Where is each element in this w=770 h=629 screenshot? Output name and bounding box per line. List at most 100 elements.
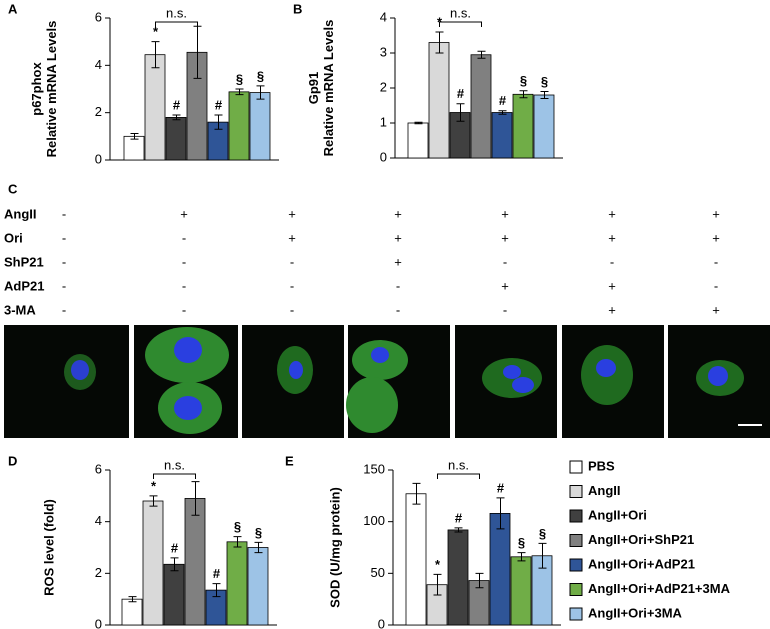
significance-mark: # [497, 480, 505, 495]
significance-mark: # [213, 566, 221, 581]
y-tick-label: 2 [380, 79, 387, 94]
condition-label: 3-MA [4, 302, 36, 317]
error-bar [456, 103, 465, 122]
condition-cell: - [62, 278, 66, 293]
significance-mark: # [173, 97, 181, 112]
error-bar [214, 114, 223, 130]
y-tick-label: 2 [95, 565, 102, 580]
bar [228, 91, 250, 161]
significance-mark: * [151, 478, 157, 493]
bar [512, 93, 534, 159]
bracket-label: n.s. [450, 5, 471, 20]
nucleus [174, 337, 202, 363]
condition-cell: + [501, 230, 509, 245]
y-tick-label: 100 [363, 513, 385, 528]
error-bar [130, 132, 139, 140]
error-bar [256, 85, 265, 100]
significance-mark: § [257, 68, 264, 83]
error-bar [149, 495, 158, 507]
error-bar [475, 572, 484, 589]
condition-cell: - [503, 302, 507, 317]
y-tick-label: 0 [378, 616, 385, 629]
y-tick-label: 0 [380, 149, 387, 164]
legend-swatch [569, 607, 583, 621]
bracket-label: n.s. [448, 457, 469, 472]
error-bar [412, 482, 421, 505]
legend-swatch [569, 509, 583, 523]
legend-label: AngII+Ori+3MA [588, 605, 683, 620]
condition-cell: - [182, 302, 186, 317]
condition-cell: - [62, 206, 66, 221]
legend-swatch [569, 460, 583, 474]
condition-cell: - [396, 278, 400, 293]
y-tick-label: 50 [371, 565, 385, 580]
y-axis-label: Relative mRNA Levels [44, 21, 59, 158]
y-axis-label: p67phox [29, 62, 44, 116]
error-bar [151, 41, 160, 69]
bracket [153, 473, 196, 479]
error-bar [172, 114, 181, 121]
bracket [437, 473, 480, 479]
significance-mark: § [518, 535, 525, 550]
bar [121, 598, 143, 626]
condition-cell: + [180, 206, 188, 221]
significance-mark: * [435, 557, 441, 572]
condition-cell: + [608, 278, 616, 293]
error-bar [538, 542, 547, 569]
bar [491, 112, 513, 159]
significance-mark: § [234, 519, 241, 534]
y-tick-label: 4 [95, 513, 102, 528]
y-axis-label: SOD (U/mg protein) [327, 487, 342, 608]
error-bar [233, 536, 242, 548]
error-bar [254, 541, 263, 554]
panel-label: C [8, 181, 18, 196]
legend-label: AngII [588, 483, 621, 498]
significance-mark: # [499, 93, 507, 108]
bar [142, 500, 164, 626]
y-tick-label: 4 [380, 9, 387, 24]
significance-mark: § [236, 71, 243, 86]
nucleus [708, 366, 728, 386]
bar [247, 547, 269, 626]
condition-cell: + [394, 230, 402, 245]
condition-cell: - [182, 278, 186, 293]
bar [123, 135, 145, 161]
nucleus [512, 377, 534, 393]
panel-label: B [293, 1, 302, 16]
significance-mark: # [455, 510, 463, 525]
y-tick-label: 0 [95, 616, 102, 629]
condition-label: AdP21 [4, 278, 44, 293]
nucleus [503, 365, 521, 379]
condition-cell: - [182, 230, 186, 245]
condition-label: AngII [4, 206, 37, 221]
y-tick-label: 2 [95, 104, 102, 119]
significance-mark: § [255, 525, 262, 540]
y-axis-label: Gp91 [306, 72, 321, 105]
condition-cell: + [501, 206, 509, 221]
bar [510, 556, 532, 626]
error-bar [435, 31, 444, 54]
bar [533, 94, 555, 159]
legend-label: AngII+Ori+AdP21 [588, 556, 695, 571]
condition-cell: + [288, 230, 296, 245]
nucleus [596, 359, 616, 377]
condition-cell: - [182, 254, 186, 269]
bracket-label: n.s. [166, 5, 187, 20]
bar [165, 117, 187, 161]
y-tick-label: 4 [95, 57, 102, 72]
condition-cell: - [714, 278, 718, 293]
bar [407, 122, 429, 159]
error-bar [454, 527, 463, 533]
condition-cell: + [288, 206, 296, 221]
y-tick-label: 6 [95, 461, 102, 476]
condition-cell: - [62, 254, 66, 269]
condition-cell: - [290, 278, 294, 293]
bar [184, 498, 206, 626]
condition-cell: + [394, 254, 402, 269]
condition-cell: + [608, 230, 616, 245]
bar [249, 92, 271, 161]
error-bar [235, 88, 244, 96]
significance-mark: # [215, 97, 223, 112]
condition-cell: + [608, 206, 616, 221]
